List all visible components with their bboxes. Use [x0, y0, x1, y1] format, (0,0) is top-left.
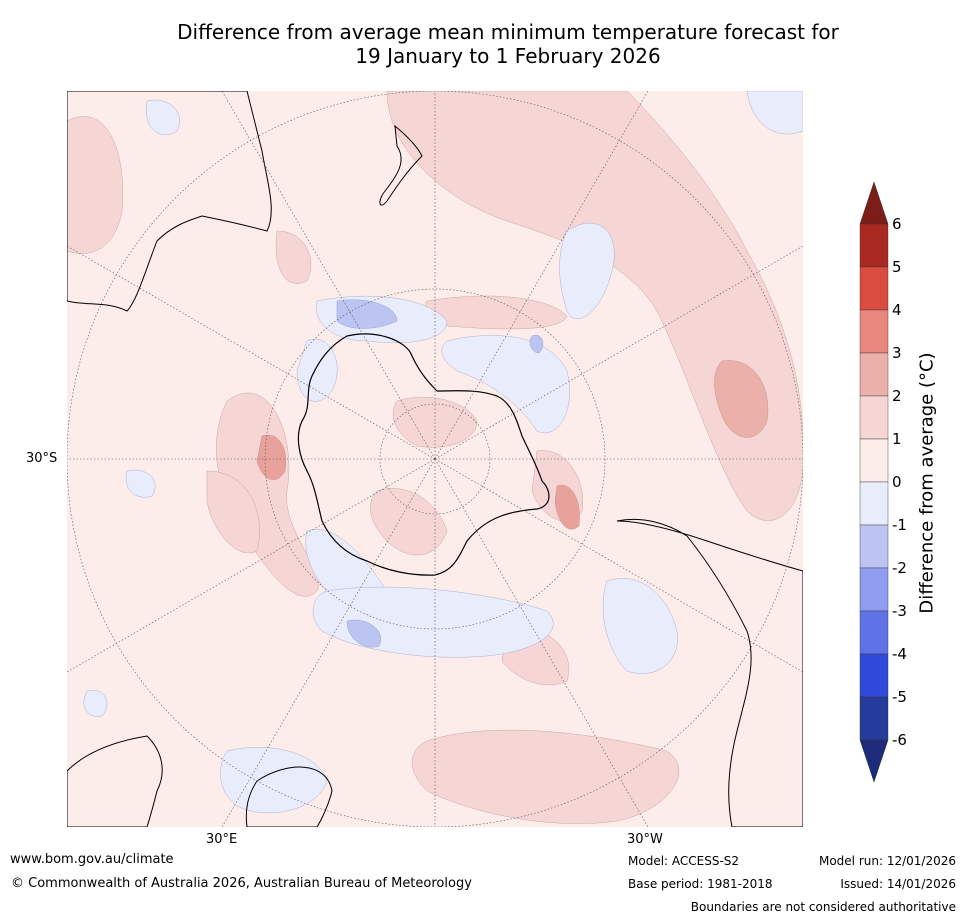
- colorbar-svg: [859, 181, 889, 783]
- colorbar-band: [859, 395, 889, 440]
- map-panel[interactable]: [67, 91, 803, 827]
- anomaly-region-cool: [559, 222, 615, 319]
- colorbar-tick-label: -2: [892, 559, 907, 577]
- anomaly-region-warm-strong: [714, 360, 769, 438]
- anomaly-region-cool-strong: [529, 334, 544, 354]
- anomaly-region-cool: [441, 335, 570, 434]
- anomaly-region-warm: [411, 729, 680, 824]
- africa-coastline: [67, 735, 333, 827]
- anomaly-region-cool: [746, 91, 803, 135]
- anomaly-region-warm: [370, 488, 448, 555]
- colorbar-band: [859, 481, 889, 526]
- title-line-1: Difference from average mean minimum tem…: [177, 20, 839, 44]
- colorbar-band: [859, 223, 889, 268]
- colorbar-tick-label: -5: [892, 688, 907, 706]
- issued-text: Issued: 14/01/2026: [840, 877, 956, 891]
- colorbar-tick-label: -6: [892, 731, 907, 749]
- antarctica-coastline: [297, 333, 550, 576]
- colorbar-tick-label: 4: [892, 301, 902, 319]
- anomaly-region-cool: [125, 469, 156, 498]
- colorbar-tick-label: 1: [892, 430, 902, 448]
- anomaly-region-warm: [275, 230, 311, 284]
- colorbar-tick-label: -1: [892, 516, 907, 534]
- website-link[interactable]: www.bom.gov.au/climate: [10, 852, 174, 867]
- model-text: Model: ACCESS-S2: [628, 854, 740, 868]
- colorbar-tick-label: 5: [892, 258, 902, 276]
- colorbar-band: [859, 438, 889, 483]
- anomaly-region-warm-strong: [256, 434, 286, 480]
- anomaly-region-cool: [146, 99, 180, 135]
- south-america-coastline: [616, 518, 803, 827]
- disclaimer-text: Boundaries are not considered authoritat…: [690, 900, 956, 914]
- anomaly-region-cool: [602, 578, 678, 674]
- colorbar-band: [859, 524, 889, 569]
- lat-tick-label: 30°S: [26, 451, 58, 466]
- colorbar-tick-label: -3: [892, 602, 907, 620]
- chart-title: Difference from average mean minimum tem…: [0, 20, 965, 68]
- new-zealand-coastline: [379, 124, 423, 206]
- australia-coastline: [67, 91, 272, 312]
- lon-tick-label-west: 30°W: [627, 832, 663, 847]
- anomaly-region-cool-strong: [336, 299, 398, 329]
- colorbar-title: Difference from average (°C): [916, 352, 938, 614]
- colorbar-band: [859, 653, 889, 698]
- colorbar-tick-label: 3: [892, 344, 902, 362]
- colorbar-band: [859, 309, 889, 354]
- latitude-circle: [379, 403, 491, 515]
- anomaly-region-cool: [83, 690, 108, 717]
- lon-tick-label-east: 30°E: [206, 832, 238, 847]
- colorbar-cap-top: [859, 181, 889, 225]
- colorbar-band: [859, 610, 889, 655]
- anomaly-region-warm: [206, 470, 260, 554]
- colorbar-tick-label: 2: [892, 387, 902, 405]
- anomaly-region-warm: [392, 396, 478, 448]
- colorbar-tick-label: -4: [892, 645, 907, 663]
- colorbar-cap-bottom: [859, 739, 889, 783]
- anomaly-region-warm: [386, 91, 803, 521]
- anomaly-region-cool: [296, 338, 338, 402]
- colorbar-band: [859, 567, 889, 612]
- colorbar-tick-label: 0: [892, 473, 902, 491]
- colorbar-band: [859, 696, 889, 741]
- model-run-text: Model run: 12/01/2026: [818, 854, 956, 868]
- meridian-lines: [67, 91, 803, 827]
- colorbar-tick-label: 6: [892, 215, 902, 233]
- colorbar: [858, 181, 958, 783]
- colorbar-band: [859, 266, 889, 311]
- latitude-circle: [264, 288, 606, 630]
- title-line-2: 19 January to 1 February 2026: [355, 44, 661, 68]
- colorbar-band: [859, 352, 889, 397]
- map-svg[interactable]: [67, 91, 803, 827]
- anomaly-region-warm: [67, 116, 123, 254]
- copyright-text: © Commonwealth of Australia 2026, Austra…: [11, 876, 472, 891]
- base-period-text: Base period: 1981-2018: [628, 877, 773, 891]
- anomaly-region-warm-strong: [554, 485, 580, 530]
- anomaly-region-cool: [220, 747, 328, 813]
- anomaly-region-cool-strong: [346, 619, 381, 648]
